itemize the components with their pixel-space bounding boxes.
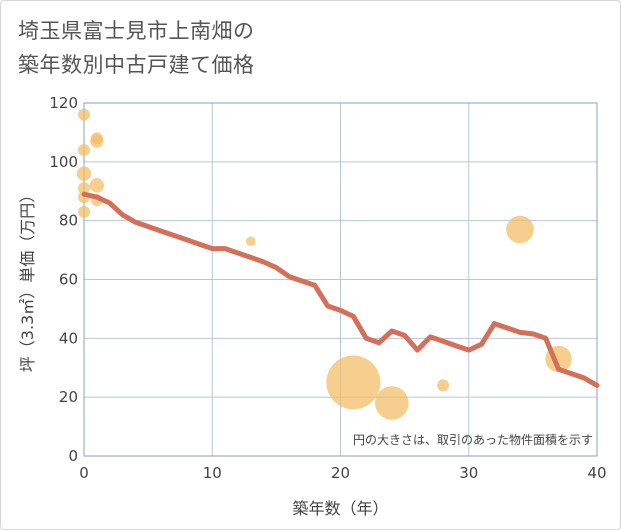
chart-title-line2: 築年数別中古戸建て価格 [18, 53, 255, 77]
x-tick-label: 0 [79, 464, 89, 482]
y-tick-label: 0 [68, 447, 78, 465]
data-bubble [78, 108, 90, 121]
data-bubble [245, 236, 256, 247]
x-axis-title: 築年数（年） [292, 499, 388, 518]
y-tick-label: 60 [59, 271, 78, 289]
average-price-line [81, 191, 600, 388]
plot-border [83, 102, 598, 457]
data-bubble [375, 386, 409, 420]
chart-title: 埼玉県富士見市上南畑の 築年数別中古戸建て価格 [18, 14, 255, 82]
data-bubble [78, 205, 90, 218]
data-bubble [437, 379, 450, 392]
data-bubble [78, 182, 90, 195]
y-tick-label: 80 [59, 212, 78, 230]
data-bubble [89, 178, 105, 193]
data-bubble [78, 144, 90, 157]
data-bubble [326, 355, 381, 410]
bubble-series [76, 108, 572, 420]
x-tick-label: 30 [459, 464, 478, 482]
x-tick-label: 20 [331, 464, 350, 482]
y-tick-labels: 0 20 40 60 80 100 120 [49, 94, 78, 465]
x-tick-label: 10 [203, 464, 222, 482]
y-tick-label: 100 [49, 153, 78, 171]
data-bubble [76, 166, 92, 181]
y-tick-label: 20 [59, 388, 78, 406]
y-tick-label: 120 [49, 94, 78, 112]
x-tick-labels: 0 10 20 30 40 [79, 464, 606, 482]
y-tick-label: 40 [59, 329, 78, 347]
x-tick-label: 40 [587, 464, 606, 482]
data-bubble [506, 215, 534, 244]
chart-title-line1: 埼玉県富士見市上南畑の [18, 19, 255, 43]
y-axis-title: 坪（3.3㎡）単価（万円） [18, 187, 37, 372]
data-bubble [90, 134, 104, 148]
size-note: 円の大きさは、取引のあった物件面積を示す [353, 432, 593, 447]
